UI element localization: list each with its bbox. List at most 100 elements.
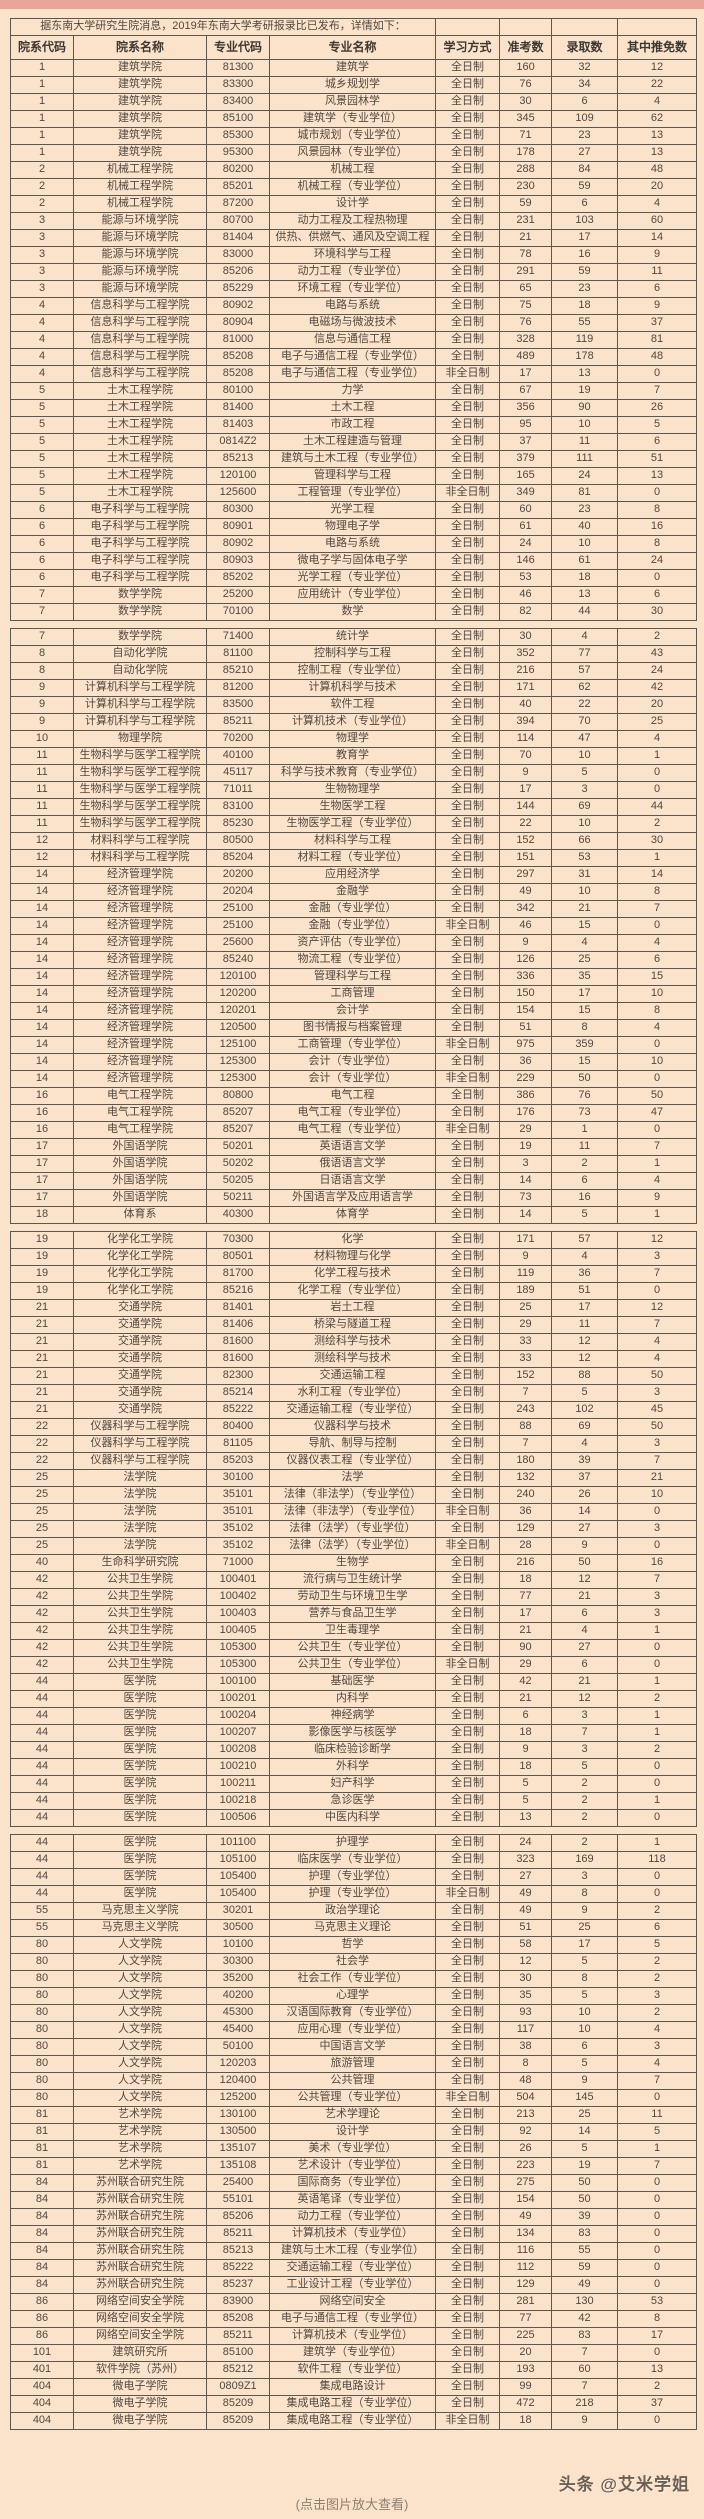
table-cell: 机械工程（专业学位） <box>268 178 437 196</box>
table-cell: 20 <box>617 178 698 196</box>
table-cell: 35102 <box>206 1537 270 1555</box>
table-cell: 103 <box>551 212 619 230</box>
table-cell: 120203 <box>206 2055 270 2073</box>
table-cell: 20 <box>617 696 697 714</box>
table-cell: 非全日制 <box>435 1656 500 1674</box>
table-cell: 1 <box>617 1724 697 1742</box>
table-cell: 经济管理学院 <box>73 1070 207 1088</box>
table-cell: 84 <box>10 2242 74 2260</box>
table-cell: 心理学 <box>269 1987 436 2005</box>
table-cell: 100204 <box>206 1707 270 1725</box>
table-cell: 医学院 <box>73 1885 207 1903</box>
table-cell: 328 <box>499 331 553 349</box>
table-cell: 342 <box>499 900 552 918</box>
table-cell: 14 <box>10 917 74 935</box>
table-row: 84 苏州联合研究生院 85206 动力工程（专业学位） 全日制 49 39 0 <box>10 2208 697 2226</box>
table-cell: 53 <box>617 2293 697 2311</box>
table-cell: 内科学 <box>269 1690 436 1708</box>
table-cell: 交通学院 <box>73 1316 207 1334</box>
table-cell: 25100 <box>206 900 270 918</box>
table-cell: 81 <box>10 2157 74 2175</box>
table-cell: 妇产科学 <box>269 1775 436 1793</box>
table-cell: 85209 <box>206 2395 270 2413</box>
table-cell: 4 <box>10 365 74 383</box>
table-cell: 网络空间安全学院 <box>73 2293 207 2311</box>
table-cell: 数学学院 <box>73 628 207 646</box>
table-cell: 1 <box>617 1206 697 1224</box>
table-cell: 2 <box>617 815 697 833</box>
table-row: 14 经济管理学院 85240 物流工程（专业学位） 全日制 126 25 6 <box>10 951 697 969</box>
table-cell: 129 <box>499 2276 552 2294</box>
table-cell: 0 <box>617 1868 697 1886</box>
table-cell: 建筑研究所 <box>73 2344 207 2362</box>
table-cell: 管理科学与工程 <box>269 968 436 986</box>
table-cell: 生物科学与医学工程学院 <box>73 747 207 765</box>
table-cell: 44 <box>10 1851 74 1869</box>
table-cell: 0 <box>617 1758 697 1776</box>
table-cell: 全日制 <box>435 586 501 604</box>
table-cell: 经济管理学院 <box>73 1019 207 1037</box>
table-cell: 经济管理学院 <box>73 900 207 918</box>
table-cell: 80901 <box>206 518 270 536</box>
table-cell: 化学工程与技术 <box>269 1265 436 1283</box>
table-cell: 能源与环境学院 <box>73 229 207 247</box>
table-cell: 10 <box>551 535 619 553</box>
table-cell: 14 <box>10 985 74 1003</box>
table-cell: 77 <box>551 645 618 663</box>
table-cell: 50202 <box>206 1155 270 1173</box>
table-cell: 2 <box>551 1834 618 1852</box>
table-cell: 1 <box>617 849 697 867</box>
table-cell: 7 <box>617 2157 697 2175</box>
table-cell: 计算机科学与工程学院 <box>73 713 207 731</box>
table-cell: 应用经济学 <box>269 866 436 884</box>
table-row: 1 建筑学院 81300 建筑学 全日制 160 32 12 <box>10 59 698 77</box>
table-cell: 49 <box>551 2276 618 2294</box>
table-cell: 外国语学院 <box>73 1172 207 1190</box>
table-cell: 汉语国际教育（专业学位） <box>269 2004 436 2022</box>
table-cell: 180 <box>499 1452 552 1470</box>
table-cell: 设计学 <box>268 195 437 213</box>
table-cell: 85208 <box>206 348 270 366</box>
table-cell: 全日制 <box>435 713 500 731</box>
table-cell: 11 <box>10 764 74 782</box>
table-cell: 51 <box>617 450 698 468</box>
table-cell: 404 <box>10 2395 74 2413</box>
table-row: 14 经济管理学院 120200 工商管理 全日制 150 17 10 <box>10 985 697 1003</box>
table-cell: 0 <box>617 1885 697 1903</box>
table-cell: 马克思主义学院 <box>73 1919 207 1937</box>
table-cell: 9 <box>617 297 698 315</box>
table-cell: 苏州联合研究生院 <box>73 2242 207 2260</box>
table-cell: 5 <box>617 416 698 434</box>
table-cell: 4 <box>617 934 697 952</box>
table-cell: 47 <box>617 1104 697 1122</box>
table-cell: 9 <box>551 2412 618 2430</box>
table-cell: 46 <box>499 917 552 935</box>
table-row: 42 公共卫生学院 100401 流行病与卫生统计学 全日制 18 12 7 <box>10 1571 697 1589</box>
table-cell: 全日制 <box>435 2191 500 2209</box>
table-cell: 土木工程学院 <box>73 484 207 502</box>
table-row: 17 外国语学院 50202 俄语语言文学 全日制 3 2 1 <box>10 1155 697 1173</box>
table-cell: 40100 <box>206 747 270 765</box>
table-cell: 83500 <box>206 696 270 714</box>
table-cell: 8 <box>10 662 74 680</box>
table-cell: 电子科学与工程学院 <box>73 501 207 519</box>
table-cell: 5 <box>10 416 74 434</box>
table-cell: 176 <box>499 1104 552 1122</box>
table-cell: 1 <box>10 110 74 128</box>
table-row: 42 公共卫生学院 100405 卫生毒理学 全日制 21 4 1 <box>10 1622 697 1640</box>
table-cell: 9 <box>499 1248 552 1266</box>
table-cell: 全日制 <box>435 467 501 485</box>
table-cell: 0 <box>617 1809 697 1827</box>
table-cell: 50 <box>551 1554 618 1572</box>
table-cell: 全日制 <box>435 1104 500 1122</box>
table-cell: 82 <box>499 603 553 621</box>
table-cell: 微电子学院 <box>73 2412 207 2430</box>
table-cell: 80100 <box>206 382 270 400</box>
table-cell: 118 <box>617 1851 697 1869</box>
table-cell: 77 <box>499 2310 552 2328</box>
table-cell: 电子科学与工程学院 <box>73 518 207 536</box>
table-cell: 81100 <box>206 645 270 663</box>
table-cell: 3 <box>551 781 618 799</box>
table-cell: 电气工程 <box>269 1087 436 1105</box>
table-row: 22 仪器科学与工程学院 80400 仪器科学与技术 全日制 88 69 50 <box>10 1418 697 1436</box>
